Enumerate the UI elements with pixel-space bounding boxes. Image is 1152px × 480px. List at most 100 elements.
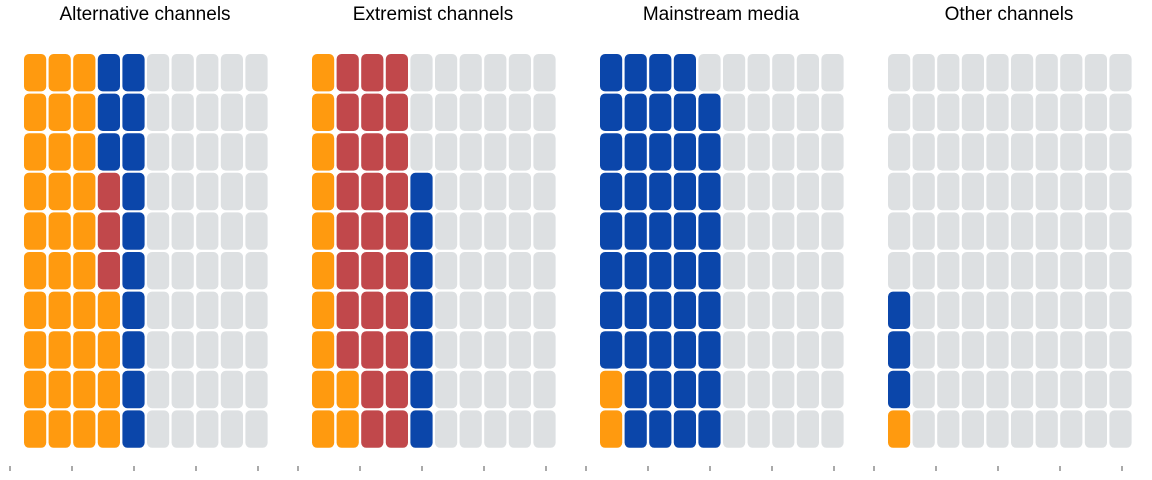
waffle-cell-empty: [1109, 54, 1132, 92]
waffle-cell-empty: [435, 172, 458, 211]
waffle-cell-red: [385, 212, 408, 250]
waffle-cell-blue: [649, 370, 672, 409]
waffle-cell-blue: [673, 212, 696, 250]
waffle-cell-empty: [171, 133, 194, 171]
waffle-cell-orange: [312, 370, 335, 409]
waffle-cell-blue: [673, 93, 696, 131]
waffle-cell-empty: [508, 370, 531, 409]
waffle-cell-blue: [410, 331, 433, 369]
waffle-cell-empty: [196, 331, 219, 369]
waffle-cell-orange: [73, 370, 96, 409]
waffle-cell-empty: [220, 252, 243, 290]
waffle-cell-blue: [600, 212, 623, 250]
waffle-cell-empty: [888, 252, 911, 290]
waffle-cell-orange: [48, 212, 71, 250]
waffle-cell-empty: [1035, 370, 1058, 409]
waffle-cell-empty: [1011, 212, 1034, 250]
waffle-cell-empty: [747, 410, 770, 448]
waffle-cell-empty: [245, 212, 268, 250]
waffle-cell-empty: [986, 54, 1009, 92]
waffle-cell-blue: [649, 172, 672, 211]
waffle-cell-empty: [747, 172, 770, 211]
waffle-cell-empty: [796, 291, 819, 329]
waffle-cell-red: [385, 133, 408, 171]
waffle-cell-red: [385, 370, 408, 409]
waffle-cell-empty: [459, 172, 482, 211]
waffle-cell-blue: [673, 370, 696, 409]
waffle-cell-blue: [600, 54, 623, 92]
waffle-cell-blue: [673, 133, 696, 171]
waffle-cell-empty: [1060, 370, 1083, 409]
waffle-cell-empty: [1035, 252, 1058, 290]
waffle-cell-orange: [97, 331, 120, 369]
waffle-cell-empty: [1060, 331, 1083, 369]
waffle-cell-empty: [220, 212, 243, 250]
waffle-cell-empty: [459, 370, 482, 409]
waffle-cell-empty: [171, 410, 194, 448]
waffle-cell-empty: [196, 212, 219, 250]
waffle-cell-empty: [961, 93, 984, 131]
waffle-cell-blue: [600, 291, 623, 329]
waffle-cell-empty: [484, 212, 507, 250]
waffle-cell-blue: [410, 212, 433, 250]
panel-title-extremist: Extremist channels: [352, 4, 514, 25]
waffle-cell-empty: [772, 370, 795, 409]
waffle-cell-empty: [245, 331, 268, 369]
waffle-cell-empty: [196, 172, 219, 211]
waffle-cell-empty: [508, 133, 531, 171]
waffle-cell-orange: [312, 93, 335, 131]
waffle-cell-blue: [624, 93, 647, 131]
waffle-cell-empty: [747, 370, 770, 409]
waffle-cell-empty: [508, 172, 531, 211]
waffle-cell-empty: [723, 133, 746, 171]
waffle-cell-empty: [912, 331, 935, 369]
waffle-cell-empty: [1084, 93, 1107, 131]
waffle-cell-empty: [196, 133, 219, 171]
waffle-cell-red: [361, 370, 384, 409]
waffle-cell-empty: [171, 291, 194, 329]
waffle-cell-blue: [698, 252, 721, 290]
waffle-cell-empty: [220, 93, 243, 131]
waffle-cell-orange: [97, 370, 120, 409]
waffle-cell-empty: [147, 370, 170, 409]
waffle-cell-empty: [937, 172, 960, 211]
waffle-cell-empty: [912, 252, 935, 290]
waffle-cell-empty: [435, 370, 458, 409]
waffle-cell-blue: [97, 93, 120, 131]
waffle-cell-empty: [1084, 252, 1107, 290]
waffle-cell-empty: [747, 93, 770, 131]
waffle-cell-empty: [508, 54, 531, 92]
waffle-cell-empty: [1011, 252, 1034, 290]
waffle-cell-blue: [624, 54, 647, 92]
waffle-cell-red: [385, 291, 408, 329]
waffle-cell-empty: [821, 291, 844, 329]
waffle-cell-empty: [723, 291, 746, 329]
waffle-cell-empty: [912, 172, 935, 211]
waffle-cell-empty: [171, 331, 194, 369]
waffle-cell-orange: [888, 410, 911, 448]
waffle-cell-orange: [48, 172, 71, 211]
waffle-cell-empty: [533, 93, 556, 131]
waffle-cell-blue: [649, 291, 672, 329]
waffle-cell-red: [336, 291, 359, 329]
waffle-cell-empty: [1011, 410, 1034, 448]
waffle-cell-blue: [122, 54, 145, 92]
waffle-cell-blue: [649, 410, 672, 448]
waffle-cell-empty: [196, 370, 219, 409]
waffle-cell-blue: [624, 172, 647, 211]
waffle-cell-blue: [624, 410, 647, 448]
waffle-cell-empty: [147, 212, 170, 250]
waffle-cell-empty: [220, 172, 243, 211]
waffle-cell-blue: [698, 410, 721, 448]
waffle-cell-blue: [624, 291, 647, 329]
waffle-cell-orange: [73, 172, 96, 211]
waffle-cell-empty: [937, 212, 960, 250]
waffle-cell-empty: [435, 410, 458, 448]
waffle-cell-red: [361, 93, 384, 131]
waffle-cell-empty: [459, 410, 482, 448]
waffle-cell-empty: [1011, 54, 1034, 92]
waffle-cell-empty: [245, 133, 268, 171]
waffle-cell-empty: [796, 331, 819, 369]
waffle-cell-empty: [171, 172, 194, 211]
waffle-cell-empty: [245, 410, 268, 448]
